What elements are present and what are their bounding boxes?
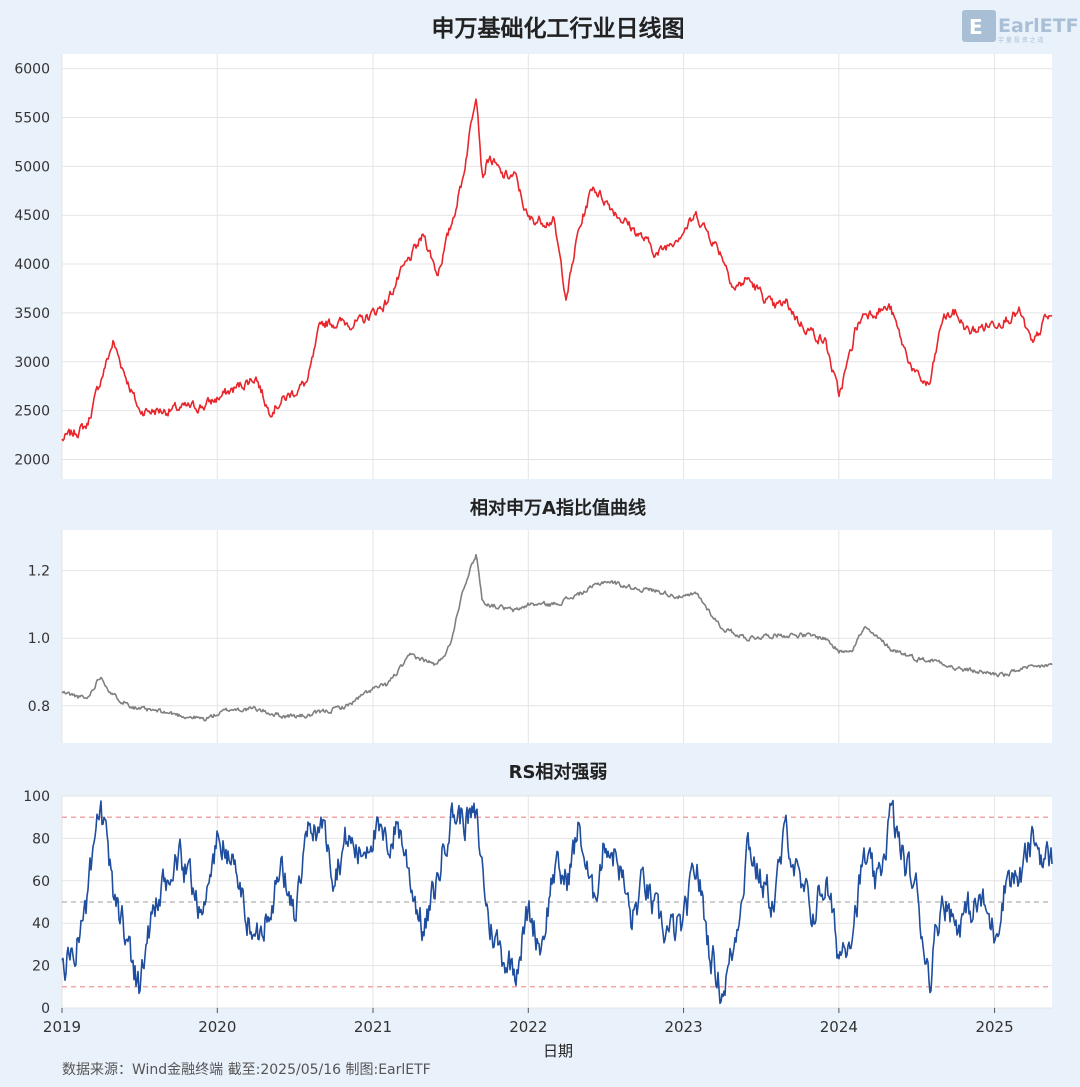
y-tick-label: 80	[32, 831, 50, 847]
y-tick-label: 5000	[14, 159, 50, 175]
y-tick-label: 5500	[14, 111, 50, 127]
x-tick-label: 2019	[43, 1018, 81, 1036]
y-tick-label: 60	[32, 874, 50, 890]
y-tick-label: 4500	[14, 208, 50, 224]
x-tick-label: 2020	[198, 1018, 236, 1036]
ratio-panel: 0.8 1.0 1.2	[28, 530, 1053, 743]
y-tick-label: 2000	[14, 452, 50, 468]
y-tick-label: 40	[32, 916, 50, 932]
chart-title: 申万基础化工行业日线图	[432, 15, 685, 42]
y-tick-label: 2500	[14, 404, 50, 420]
rs-panel: 0 20 40 60 80 100	[23, 789, 1053, 1017]
rs-panel-title: RS相对强弱	[509, 761, 608, 783]
series-line	[61, 553, 1053, 722]
y-tick-label: 3000	[14, 355, 50, 371]
logo-mark-glyph: E	[969, 15, 983, 39]
y-tick-label: 6000	[14, 62, 50, 78]
y-tick-label: 100	[23, 789, 50, 805]
y-tick-label: 4000	[14, 257, 50, 273]
y-tick-label: 3500	[14, 306, 50, 322]
logo: E EarlETF 宇 量 投 资 之 道	[962, 10, 1079, 44]
y-tick-label: 20	[32, 959, 50, 975]
x-tick-label: 2021	[354, 1018, 392, 1036]
logo-subtext: 宇 量 投 资 之 道	[998, 36, 1044, 44]
series-line	[61, 98, 1053, 442]
panel-background	[62, 54, 1052, 479]
x-tick-label: 2025	[975, 1018, 1013, 1036]
series-line	[61, 799, 1053, 1005]
x-tick-label: 2024	[820, 1018, 858, 1036]
y-tick-label: 1.0	[28, 631, 50, 647]
logo-text: EarlETF	[998, 15, 1079, 37]
x-tick-label: 2022	[509, 1018, 547, 1036]
panel-background	[62, 530, 1052, 743]
logo-mark-icon	[962, 10, 996, 42]
y-tick-label: 0.8	[28, 699, 50, 715]
x-tick-label: 2023	[664, 1018, 702, 1036]
source-note: 数据来源：Wind金融终端 截至:2025/05/16 制图:EarlETF	[62, 1062, 431, 1078]
price-panel: 2000 2500 3000 3500 4000 4500 5000 5500 6000	[14, 54, 1053, 479]
x-axis-ticks: 2019 2020 2021 2022 2023 2024 2025	[43, 1008, 1014, 1036]
y-tick-label: 1.2	[28, 564, 50, 580]
y-tick-label: 0	[41, 1001, 50, 1017]
x-axis-label: 日期	[543, 1042, 573, 1060]
ratio-panel-title: 相对申万A指比值曲线	[470, 497, 646, 519]
